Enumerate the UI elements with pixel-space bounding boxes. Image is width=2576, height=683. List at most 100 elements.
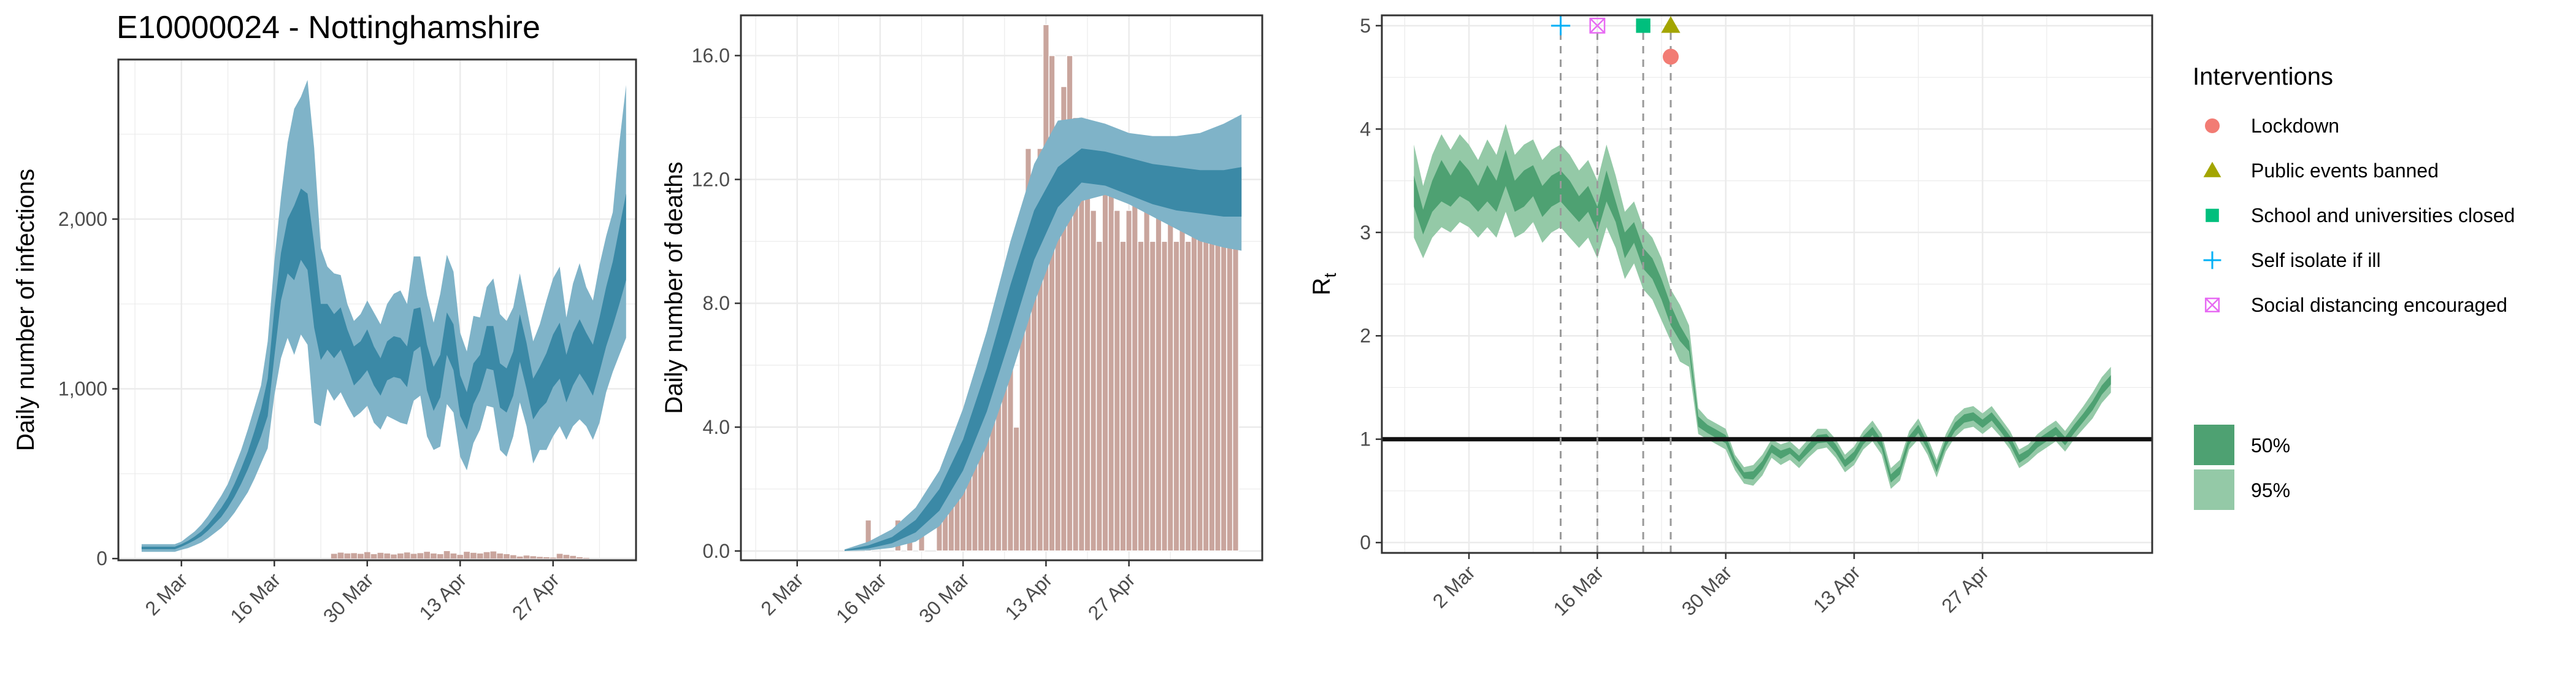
case-bar: [397, 553, 404, 559]
legend-item-label: Public events banned: [2251, 160, 2439, 182]
death-bar: [865, 519, 872, 552]
case-bar: [464, 552, 470, 559]
legend-band-50: 50%: [2194, 425, 2290, 465]
y-axis-label-main: R: [1308, 277, 1335, 295]
infections-panel: 2 Mar 16 Mar 30 Mar 13 Apr 27 Apr 0 1,000 2,000…: [12, 58, 637, 627]
x-tick-label: 2 Mar: [756, 568, 808, 620]
legend-item-label: Self isolate if ill: [2251, 249, 2381, 271]
case-bar: [477, 553, 483, 559]
case-bar: [457, 555, 464, 559]
public-events-legend-icon: [2203, 161, 2221, 177]
case-bar: [510, 555, 516, 559]
case-bar: [483, 552, 490, 559]
case-bar: [391, 554, 397, 559]
death-bar: [1108, 179, 1115, 552]
plot-area: [141, 80, 626, 559]
legend-band-label: 50%: [2251, 434, 2290, 457]
legend-title: Interventions: [2193, 63, 2333, 90]
legend-item-public-events: Public events banned: [2203, 160, 2439, 182]
case-bar: [370, 554, 377, 559]
death-bar: [1167, 210, 1174, 552]
case-bar: [537, 557, 543, 559]
death-bar: [1149, 241, 1156, 552]
death-bar: [1226, 241, 1233, 552]
self-isolate-legend-icon: [2203, 251, 2221, 269]
legend-item-social-distancing: Social distancing encouraged: [2204, 294, 2507, 316]
death-bar: [1202, 241, 1209, 552]
case-bar: [470, 552, 477, 559]
legend-item-label: Lockdown: [2251, 115, 2339, 137]
x-tick-label: 30 Mar: [1677, 561, 1736, 620]
death-bar: [1095, 241, 1103, 552]
panel-border: [1381, 14, 2153, 554]
death-bar: [1161, 241, 1168, 552]
death-bar: [1090, 210, 1097, 552]
case-bar: [556, 554, 563, 559]
deaths-panel: 2 Mar 16 Mar 30 Mar 13 Apr 27 Apr 0.0 4.0 8.0 12…: [661, 14, 1263, 627]
intervention-marker-lockdown: [1663, 48, 1679, 65]
legend-band-95: 95%: [2194, 469, 2290, 510]
figure-title: E10000024 - Nottinghamshire: [117, 10, 540, 45]
y-tick-label: 1: [1360, 428, 1371, 450]
x-tick-label: 16 Mar: [226, 568, 285, 627]
infections-50-band: [141, 188, 626, 549]
case-bar: [550, 557, 556, 559]
lockdown-legend-icon: [2205, 118, 2220, 133]
rt-95-band: [1414, 123, 2111, 489]
y-tick-label: 12.0: [692, 168, 730, 190]
y-axis-label: Daily number of infections: [12, 169, 39, 451]
case-bar: [351, 553, 357, 559]
death-bar: [1155, 179, 1162, 552]
plot-area: [1382, 25, 2152, 553]
case-bar: [404, 552, 410, 559]
death-bar: [1214, 241, 1222, 552]
x-tick-label: 16 Mar: [832, 568, 891, 627]
y-axis-label: Rt: [1308, 272, 1340, 295]
rt-panel: 2 Mar 16 Mar 30 Mar 13 Apr 27 Apr 0 1 2 3 4 5 Rt: [1308, 14, 2153, 620]
y-tick-label: 5: [1360, 15, 1371, 37]
death-bar: [1184, 241, 1192, 552]
x-tick-label: 27 Apr: [1937, 561, 1993, 617]
death-bar: [1179, 210, 1186, 552]
death-bar: [1137, 241, 1144, 552]
panel-border: [740, 14, 1263, 561]
y-tick-label: 4.0: [703, 416, 730, 438]
case-bar: [490, 551, 497, 559]
case-bar: [331, 554, 337, 559]
legend: Interventions Lockdown Public events bann…: [2193, 63, 2515, 510]
death-bar: [1232, 241, 1240, 552]
legend-item-label: School and universities closed: [2251, 204, 2515, 226]
x-tick-label: 13 Apr: [415, 568, 470, 624]
death-bar: [1078, 179, 1085, 552]
case-bar: [410, 554, 417, 559]
death-bar: [1042, 24, 1050, 552]
case-bar: [570, 555, 577, 559]
case-bar: [417, 553, 424, 559]
death-bar: [1143, 210, 1151, 552]
x-tick-label: 2 Mar: [1428, 561, 1480, 612]
death-bar: [1197, 210, 1204, 552]
y-tick-label: 1,000: [58, 378, 107, 400]
x-tick-label: 27 Apr: [1084, 568, 1140, 624]
case-bar: [530, 556, 537, 559]
panel-border: [117, 58, 637, 561]
y-tick-label: 8.0: [703, 292, 730, 314]
x-tick-label: 13 Apr: [1001, 568, 1057, 624]
y-tick-label: 2: [1360, 325, 1371, 347]
case-bar: [504, 554, 510, 559]
case-bar: [450, 553, 457, 559]
y-tick-label: 4: [1360, 118, 1371, 140]
case-bar: [443, 551, 450, 559]
x-tick-label: 30 Mar: [319, 568, 378, 627]
case-bar: [384, 553, 391, 559]
death-bar: [1084, 179, 1091, 552]
case-bar: [424, 552, 431, 559]
intervention-marker-public-events: [1661, 16, 1681, 33]
rt-50-band: [1414, 150, 2111, 483]
infections-95-band: [141, 80, 626, 552]
x-tick-label: 13 Apr: [1809, 561, 1865, 617]
y-tick-label: 0.0: [703, 540, 730, 562]
death-bar: [1131, 179, 1138, 552]
social-distancing-legend-icon: [2204, 297, 2220, 313]
